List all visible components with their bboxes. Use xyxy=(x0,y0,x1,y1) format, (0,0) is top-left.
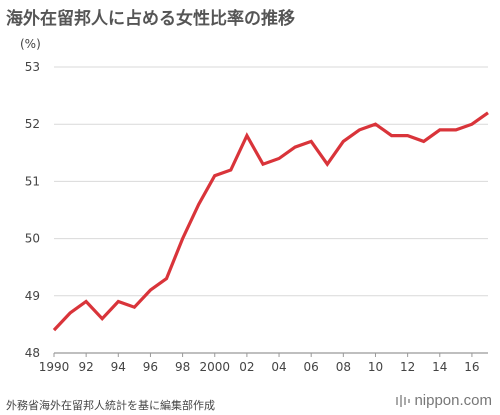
source-note: 外務省海外在留邦人統計を基に編集部作成 xyxy=(6,399,215,412)
x-tick-label: 08 xyxy=(336,360,351,374)
gridlines xyxy=(54,66,488,354)
data-point xyxy=(85,300,88,303)
data-point xyxy=(406,134,409,137)
data-point xyxy=(342,140,345,143)
y-tick-label: 53 xyxy=(25,60,40,74)
x-tick-label: 14 xyxy=(432,360,447,374)
y-tick-label: 48 xyxy=(25,346,40,360)
data-point xyxy=(117,300,120,303)
data-point xyxy=(149,289,152,292)
data-point xyxy=(261,163,264,166)
data-point xyxy=(133,306,136,309)
x-tick-label: 1990 xyxy=(39,360,70,374)
data-point xyxy=(197,203,200,206)
series-line xyxy=(52,111,489,332)
x-tick-label: 06 xyxy=(304,360,319,374)
data-point xyxy=(181,237,184,240)
data-point xyxy=(487,111,490,114)
y-axis-unit-label: (%) xyxy=(20,37,41,51)
x-tick-label: 16 xyxy=(464,360,479,374)
y-tick-label: 49 xyxy=(25,289,40,303)
data-point xyxy=(165,277,168,280)
y-axis-ticks: 48 49 50 51 52 53 xyxy=(25,60,40,360)
x-tick-label: 94 xyxy=(111,360,126,374)
chart-title: 海外在留邦人に占める女性比率の推移 xyxy=(6,9,295,29)
data-point xyxy=(229,168,232,171)
x-tick-label: 02 xyxy=(239,360,254,374)
y-tick-label: 52 xyxy=(25,117,40,131)
x-tick-label: 96 xyxy=(143,360,158,374)
x-axis-ticks: 1990 92 94 96 98 2000 02 04 06 08 10 12 14 16 xyxy=(39,353,480,374)
y-tick-label: 51 xyxy=(25,174,40,188)
data-point xyxy=(454,128,457,131)
data-point xyxy=(438,128,441,131)
x-tick-label: 92 xyxy=(79,360,94,374)
data-point xyxy=(69,311,72,314)
x-tick-label: 04 xyxy=(271,360,286,374)
nippon-logo-icon xyxy=(396,394,411,407)
data-point xyxy=(326,163,329,166)
x-tick-label: 98 xyxy=(175,360,190,374)
data-point xyxy=(310,140,313,143)
data-point xyxy=(245,134,248,137)
data-point xyxy=(294,146,297,149)
x-tick-label: 12 xyxy=(400,360,415,374)
data-point xyxy=(53,329,56,332)
brand-logo: nippon.com xyxy=(396,392,492,409)
brand-name: nippon.com xyxy=(414,392,492,409)
data-point xyxy=(374,123,377,126)
data-point xyxy=(470,123,473,126)
x-tick-label: 2000 xyxy=(199,360,230,374)
data-point xyxy=(358,128,361,131)
data-point xyxy=(101,317,104,320)
series-layer xyxy=(52,111,490,332)
x-tick-label: 10 xyxy=(368,360,383,374)
data-point xyxy=(422,140,425,143)
data-point xyxy=(278,157,281,160)
data-point xyxy=(390,134,393,137)
y-tick-label: 50 xyxy=(25,232,40,246)
data-point xyxy=(213,174,216,177)
